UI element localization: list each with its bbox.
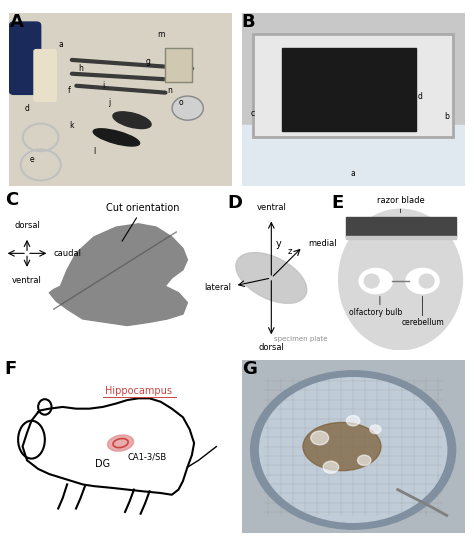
- Polygon shape: [23, 398, 194, 495]
- FancyBboxPatch shape: [346, 217, 456, 237]
- Circle shape: [251, 371, 456, 529]
- Text: k: k: [70, 121, 74, 130]
- Text: olfactory bulb: olfactory bulb: [349, 308, 402, 316]
- FancyBboxPatch shape: [9, 22, 41, 94]
- Circle shape: [357, 455, 371, 465]
- Circle shape: [172, 96, 203, 120]
- Text: b: b: [47, 61, 52, 69]
- Text: ventral: ventral: [256, 203, 286, 213]
- Text: f: f: [68, 87, 71, 95]
- FancyBboxPatch shape: [253, 34, 453, 137]
- Text: i: i: [102, 81, 104, 90]
- Text: CA1-3/SB: CA1-3/SB: [128, 452, 167, 462]
- Circle shape: [311, 431, 328, 445]
- FancyBboxPatch shape: [34, 49, 56, 101]
- Bar: [346, 236, 456, 239]
- Ellipse shape: [18, 421, 45, 458]
- Text: c: c: [251, 109, 255, 118]
- Text: a: a: [351, 169, 356, 178]
- Text: F: F: [5, 360, 17, 378]
- Circle shape: [346, 415, 360, 426]
- Bar: [242, 125, 465, 186]
- Text: b: b: [444, 112, 449, 121]
- Text: d: d: [418, 91, 422, 101]
- Text: A: A: [9, 13, 23, 31]
- Polygon shape: [49, 224, 187, 325]
- Circle shape: [338, 209, 462, 350]
- Text: m: m: [157, 30, 164, 39]
- Text: dorsal: dorsal: [258, 343, 284, 352]
- Circle shape: [260, 378, 447, 522]
- Text: Hippocampus: Hippocampus: [105, 386, 172, 397]
- Text: razor blade: razor blade: [377, 196, 424, 204]
- Ellipse shape: [93, 129, 140, 146]
- Text: c: c: [25, 78, 29, 87]
- Text: dorsal: dorsal: [14, 221, 40, 230]
- Text: medial: medial: [308, 239, 337, 248]
- Text: n: n: [167, 87, 173, 95]
- Text: y: y: [275, 239, 281, 249]
- Text: l: l: [93, 147, 95, 155]
- Text: B: B: [242, 13, 255, 31]
- Ellipse shape: [364, 274, 379, 288]
- Ellipse shape: [359, 268, 392, 294]
- Text: caudal: caudal: [54, 249, 82, 258]
- Text: d: d: [25, 104, 30, 112]
- Text: E: E: [332, 194, 344, 211]
- Text: C: C: [5, 191, 18, 209]
- Text: o: o: [179, 98, 183, 108]
- Text: DG: DG: [95, 459, 110, 469]
- Text: D: D: [228, 194, 243, 211]
- Ellipse shape: [108, 435, 134, 451]
- Text: ventral: ventral: [12, 277, 42, 285]
- Circle shape: [323, 461, 338, 473]
- Ellipse shape: [236, 252, 307, 303]
- FancyBboxPatch shape: [165, 48, 192, 82]
- Text: h: h: [78, 64, 83, 73]
- Text: lateral: lateral: [205, 283, 232, 292]
- Text: specimen plate: specimen plate: [274, 336, 327, 342]
- Text: z: z: [288, 247, 292, 256]
- Text: g: g: [145, 57, 150, 66]
- Text: e: e: [29, 155, 34, 164]
- Text: G: G: [242, 360, 256, 378]
- Ellipse shape: [419, 274, 434, 288]
- Circle shape: [370, 425, 381, 434]
- Ellipse shape: [406, 268, 439, 294]
- Ellipse shape: [113, 112, 151, 129]
- Text: Cut orientation: Cut orientation: [106, 203, 180, 241]
- FancyBboxPatch shape: [282, 48, 416, 131]
- Text: cerebellum: cerebellum: [401, 318, 444, 328]
- Ellipse shape: [38, 399, 52, 415]
- Ellipse shape: [303, 422, 381, 471]
- Text: j: j: [109, 98, 111, 108]
- Text: a: a: [58, 40, 63, 49]
